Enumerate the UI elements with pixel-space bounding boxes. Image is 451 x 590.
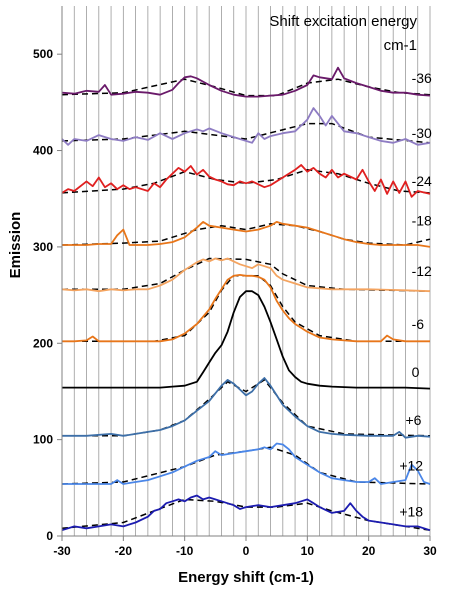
series-line	[62, 442, 431, 485]
curve-label: +6	[405, 412, 421, 428]
curve-label: -36	[412, 70, 432, 86]
series-line	[62, 274, 430, 343]
x-tick-label: 0	[243, 544, 250, 558]
x-axis-title: Energy shift (cm-1)	[178, 569, 314, 586]
x-tick-label: -20	[115, 544, 133, 558]
y-tick-labels: 0 100 200 300 400 500	[33, 47, 53, 543]
curve-label: -6	[412, 316, 425, 332]
series-line	[61, 164, 431, 198]
curve-label: +12	[399, 457, 423, 473]
curve-labels: -36 -30 -24 -18 -12 -6 0 +6 +12 +18	[399, 70, 432, 520]
series-line	[62, 290, 431, 390]
x-tick-label: 10	[301, 544, 315, 558]
series-line	[61, 494, 431, 532]
series-line	[61, 66, 431, 98]
series-line	[62, 221, 431, 248]
chart-header-line-2: cm-1	[384, 37, 417, 54]
chart-header-line-1: Shift excitation energy	[269, 13, 417, 30]
x-tick-label: -10	[176, 544, 194, 558]
plot-area	[57, 6, 431, 541]
axes	[57, 6, 431, 541]
curve-label: -30	[412, 125, 432, 141]
fit-line	[62, 275, 430, 343]
curve-label: -18	[412, 213, 432, 229]
x-tick-label: -30	[53, 544, 71, 558]
fit-line	[61, 78, 431, 97]
curve-label: -12	[412, 263, 432, 279]
y-tick-label: 500	[33, 47, 53, 61]
y-axis-title: Emission	[7, 212, 24, 279]
fit-line	[62, 257, 431, 292]
series-line	[61, 257, 431, 293]
y-tick-label: 100	[33, 433, 53, 447]
series-line	[61, 107, 431, 146]
y-tick-label: 400	[33, 144, 53, 158]
y-tick-label: 0	[46, 529, 53, 543]
y-tick-label: 300	[33, 240, 53, 254]
series-line	[62, 377, 431, 439]
x-tick-labels: -30 -20 -10 0 10 20 30	[53, 544, 437, 558]
x-tick-label: 30	[423, 544, 437, 558]
curve-label: -24	[412, 173, 432, 189]
curve-label: 0	[412, 364, 420, 380]
series-lines	[61, 66, 431, 532]
fit-line	[61, 169, 431, 194]
curve-label: +18	[399, 504, 423, 520]
x-tick-label: 20	[362, 544, 376, 558]
y-tick-label: 200	[33, 336, 53, 350]
